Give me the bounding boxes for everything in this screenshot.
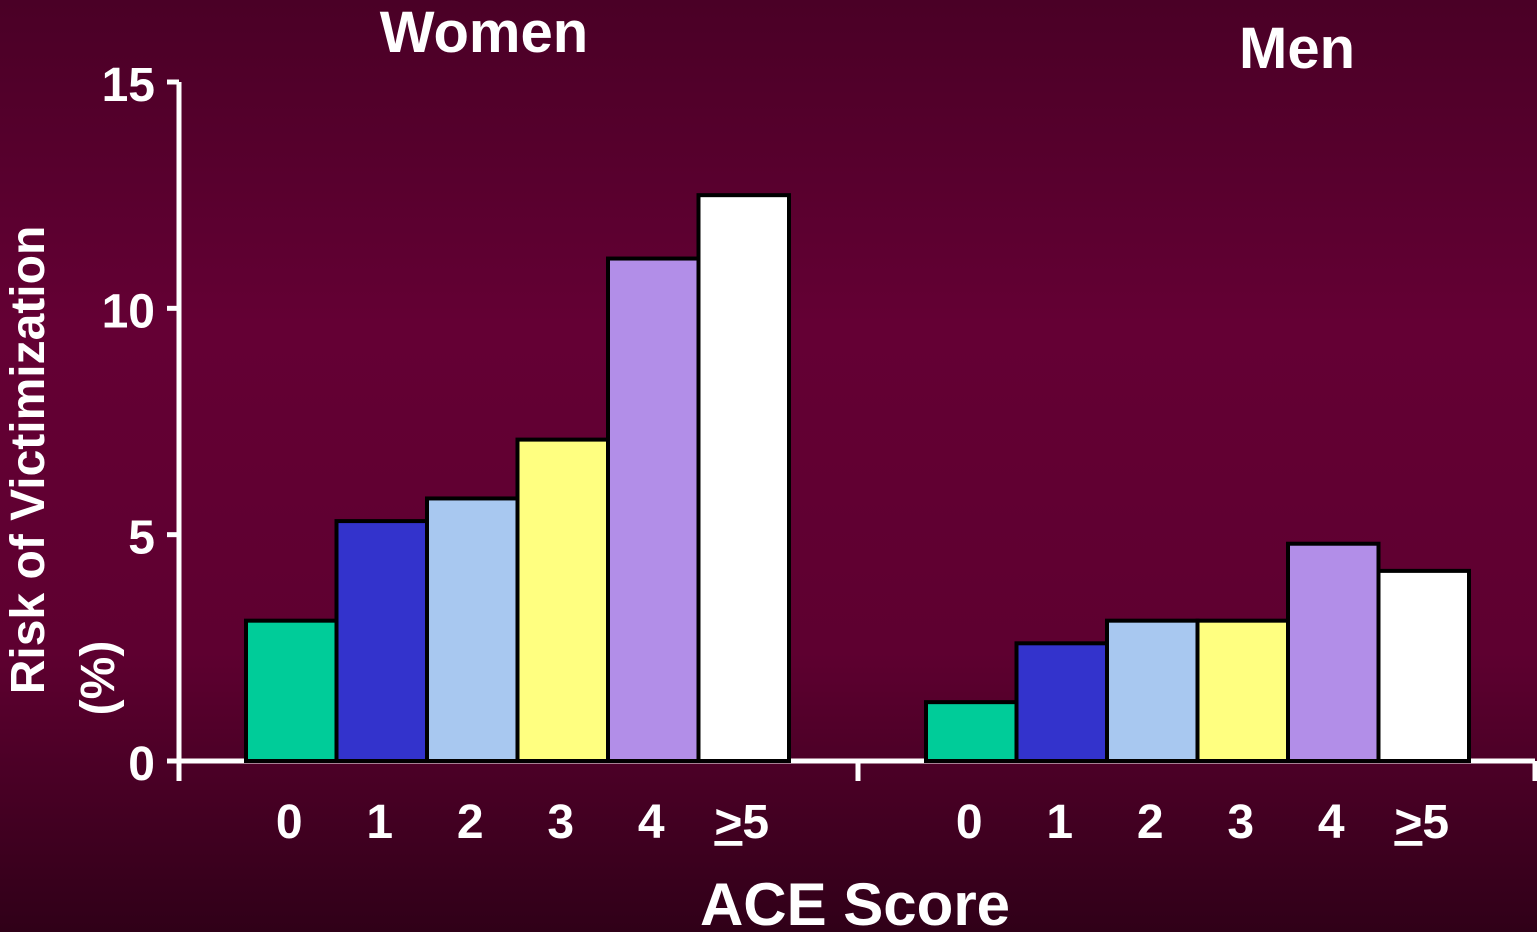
bar-women-ace-2	[425, 496, 520, 763]
bar-men-ace-4	[1286, 541, 1381, 763]
bar-men-ace-0	[924, 700, 1019, 763]
bar-men-ace-1	[1014, 641, 1109, 763]
x-tick-label: 3	[1227, 796, 1254, 849]
bar-men-ace-5	[1376, 568, 1471, 763]
y-tick-label: 5	[128, 512, 155, 565]
x-tick-label: >5	[1394, 796, 1449, 849]
x-tick-label: 4	[638, 796, 665, 849]
y-tick-label: 0	[128, 738, 155, 791]
bar-men-ace-2	[1105, 618, 1200, 763]
x-tick-label: 1	[1046, 796, 1073, 849]
bar-women-ace-5	[696, 193, 791, 763]
x-tick-label: 4	[1318, 796, 1345, 849]
x-tick-label: >5	[714, 796, 769, 849]
bar-women-ace-3	[515, 437, 610, 763]
y-tick-label: 15	[102, 59, 155, 112]
group-title-men: Men	[1239, 16, 1355, 81]
bar-women-ace-4	[606, 256, 701, 763]
bar-women-ace-1	[334, 519, 429, 763]
group-title-women: Women	[380, 0, 588, 65]
y-axis-label: Risk of Victimization	[2, 226, 55, 695]
x-tick-label: 2	[457, 796, 484, 849]
x-tick-label: 3	[547, 796, 574, 849]
y-axis-unit-label: (%)	[72, 641, 125, 716]
y-tick-label: 10	[102, 285, 155, 338]
x-tick-label: 0	[956, 796, 983, 849]
bar-men-ace-3	[1195, 618, 1290, 763]
x-tick-label: 2	[1137, 796, 1164, 849]
bar-women-ace-0	[244, 618, 339, 763]
x-tick-label: 0	[276, 796, 303, 849]
x-axis-label: ACE Score	[700, 871, 1010, 932]
x-tick-label: 1	[366, 796, 393, 849]
